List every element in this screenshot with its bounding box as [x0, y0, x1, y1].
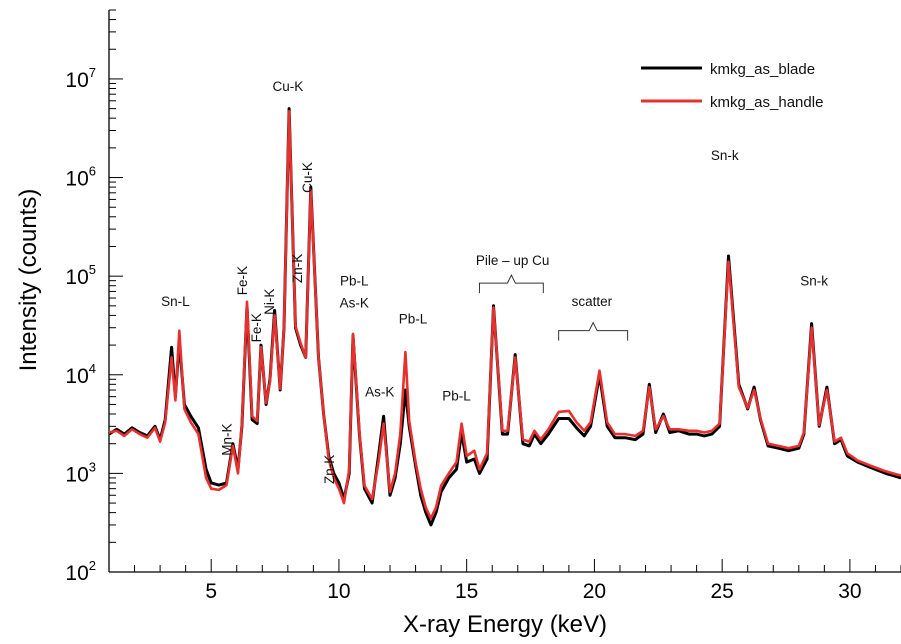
peak-annotation: Cu-K — [272, 79, 303, 94]
x-tick-label: 25 — [710, 580, 733, 603]
legend-label-handle: kmkg_as_handle — [710, 94, 823, 111]
peak-annotation: Sn-k — [800, 274, 828, 289]
legend: kmkg_as_blade kmkg_as_handle — [641, 61, 823, 111]
peak-annotation: Mn-K — [220, 423, 235, 455]
peak-annotation: Pb-L — [399, 312, 428, 327]
bracket — [478, 273, 544, 294]
series-line-kmkg_as_blade — [108, 107, 901, 527]
peak-annotation: Pb-L — [442, 388, 471, 403]
y-axis-title: Intensity (counts) — [15, 189, 42, 372]
peak-annotation: Sn-k — [711, 148, 739, 163]
y-tick-label: 102 — [65, 558, 96, 585]
annotation-layer: Sn-LMn-KFe-KFe-KNi-KCu-KZn-KCu-KZn-KPb-L… — [161, 79, 828, 484]
peak-annotation: Pile – up Cu — [476, 253, 550, 268]
y-tick-label: 104 — [65, 361, 96, 388]
x-tick-label: 30 — [838, 580, 861, 603]
peak-annotation: Cu-K — [300, 162, 315, 193]
peak-annotation: As-K — [365, 385, 394, 400]
peak-annotation: scatter — [572, 294, 613, 309]
peak-annotation: Ni-K — [262, 289, 277, 315]
y-tick-label: 107 — [65, 65, 96, 92]
y-ticks: 102 103 104 105 106 107 — [65, 9, 123, 585]
y-tick-label: 106 — [65, 164, 96, 191]
peak-annotation: Pb-L — [340, 274, 369, 289]
series-layer — [108, 107, 901, 527]
x-ticks: 5 10 15 20 25 30 — [108, 559, 901, 603]
bracket — [558, 321, 629, 341]
x-axis-title: X-ray Energy (keV) — [403, 611, 607, 638]
legend-label-blade: kmkg_as_blade — [710, 61, 815, 78]
y-tick-label: 105 — [65, 262, 96, 289]
peak-annotation: As-K — [340, 296, 369, 311]
x-tick-label: 5 — [205, 580, 217, 603]
peak-annotation: Fe-K — [249, 313, 264, 342]
peak-annotation: Sn-L — [161, 294, 190, 309]
peak-annotation: Fe-K — [235, 266, 250, 295]
x-tick-label: 20 — [583, 580, 606, 603]
series-line-kmkg_as_handle — [108, 110, 901, 520]
x-tick-label: 10 — [327, 580, 350, 603]
x-tick-label: 15 — [455, 580, 478, 603]
peak-annotation: Zn-K — [322, 455, 337, 484]
y-tick-label: 103 — [65, 459, 96, 486]
peak-annotation: Zn-K — [290, 254, 305, 283]
